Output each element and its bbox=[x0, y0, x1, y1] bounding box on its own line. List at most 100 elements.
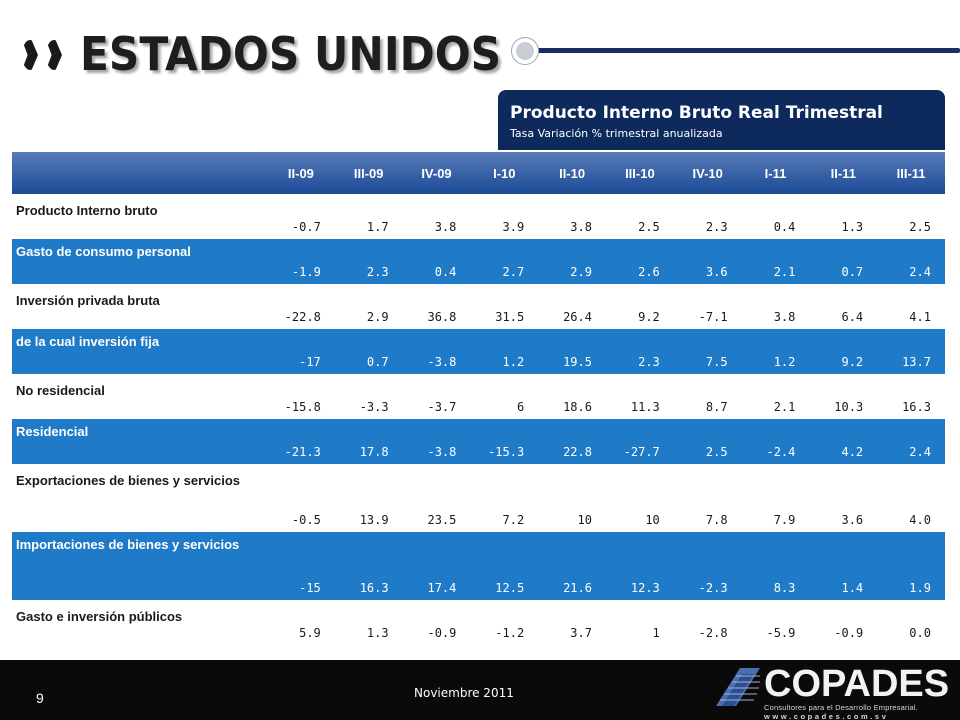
value-cell: 3.6 bbox=[705, 265, 728, 279]
value-cell: 11.3 bbox=[630, 400, 660, 414]
page-number: 9 bbox=[36, 690, 44, 706]
value-cell: -5.9 bbox=[766, 626, 796, 640]
logo-tagline: Consultores para el Desarrollo Empresari… bbox=[764, 703, 919, 712]
value-cell: 1.3 bbox=[366, 626, 389, 640]
footer-date: Noviembre 2011 bbox=[414, 686, 514, 700]
value-cell: 2.5 bbox=[638, 220, 660, 234]
value-cell: -22.8 bbox=[284, 310, 321, 324]
double-chevron-icon bbox=[22, 40, 62, 72]
value-cell: 0.4 bbox=[434, 265, 457, 279]
value-cell: -1.9 bbox=[291, 265, 321, 279]
value-cell: -3.7 bbox=[427, 400, 457, 414]
value-cell: 18.6 bbox=[563, 400, 592, 414]
gdp-table: II-09 III-09 IV-09 I-10 II-10 III-10 IV-… bbox=[12, 152, 945, 645]
table-row: No residencial -15.8 -3.3 -3.7 6 18.6 11.3 8.7 2… bbox=[12, 374, 945, 419]
value-cell: -17 bbox=[299, 355, 321, 369]
value-cell: 12.3 bbox=[630, 581, 660, 595]
slide-header: ESTADOS UNIDOS bbox=[0, 0, 960, 90]
table-row: Inversión privada bruta -22.8 2.9 36.8 31.5 2… bbox=[12, 284, 945, 329]
value-cell: 5.9 bbox=[299, 626, 321, 640]
value-cell: 2.9 bbox=[366, 310, 389, 324]
row-values: 5.9 1.3 -0.9 -1.2 3.7 1 -2.8 -5.9 -0.9 0.0 bbox=[267, 625, 945, 641]
row-label: Gasto e inversión públicos bbox=[16, 609, 183, 624]
row-values: -15.8 -3.3 -3.7 6 18.6 11.3 8.7 2.1 10.3 16.3 bbox=[267, 399, 945, 415]
value-cell: 0.0 bbox=[909, 626, 931, 640]
column-header: II-11 bbox=[830, 165, 856, 181]
value-cell: 8.3 bbox=[773, 581, 796, 595]
value-cell: -0.9 bbox=[834, 626, 864, 640]
value-cell: 0.4 bbox=[773, 220, 796, 234]
value-cell: 6 bbox=[516, 400, 525, 414]
row-label: Residencial bbox=[16, 424, 89, 439]
value-cell: 3.8 bbox=[773, 310, 796, 324]
value-cell: 2.3 bbox=[705, 220, 728, 234]
value-cell: 1.3 bbox=[841, 220, 864, 234]
value-cell: -0.9 bbox=[427, 626, 457, 640]
value-cell: 4.1 bbox=[909, 310, 931, 324]
column-header: IV-10 bbox=[692, 165, 723, 181]
table-header: II-09 III-09 IV-09 I-10 II-10 III-10 IV-… bbox=[12, 152, 945, 194]
value-cell: -7.1 bbox=[698, 310, 728, 324]
row-label: No residencial bbox=[16, 383, 105, 398]
value-cell: 2.7 bbox=[502, 265, 525, 279]
value-cell: -15.3 bbox=[488, 445, 525, 459]
row-label: Gasto de consumo personal bbox=[16, 244, 191, 259]
value-cell: -3.3 bbox=[359, 400, 389, 414]
value-cell: 3.8 bbox=[570, 220, 592, 234]
value-cell: 36.8 bbox=[427, 310, 457, 324]
value-cell: 10 bbox=[645, 513, 660, 527]
value-cell: 7.5 bbox=[705, 355, 728, 369]
table-row: Gasto e inversión públicos 5.9 1.3 -0.9 -1.2… bbox=[12, 600, 945, 645]
table-row: Importaciones de bienes y servicios -15 16… bbox=[12, 532, 945, 600]
value-cell: 3.7 bbox=[570, 626, 592, 640]
copades-logo-icon bbox=[716, 668, 760, 706]
value-cell: -0.5 bbox=[291, 513, 321, 527]
slide-title: ESTADOS UNIDOS bbox=[80, 27, 502, 81]
table-row: Residencial -21.3 17.8 -3.8 -15.3 22.8 -27.7 2.… bbox=[12, 419, 945, 464]
value-cell: -15.8 bbox=[284, 400, 321, 414]
value-cell: 17.4 bbox=[427, 581, 457, 595]
value-cell: 0.7 bbox=[366, 355, 389, 369]
panel-subtitle: Tasa Variación % trimestral anualizada bbox=[510, 127, 723, 140]
value-cell: 2.4 bbox=[909, 445, 931, 459]
value-cell: 9.2 bbox=[638, 310, 660, 324]
row-label: Importaciones de bienes y servicios bbox=[16, 537, 240, 552]
value-cell: -3.8 bbox=[427, 445, 457, 459]
table-body: Producto Interno bruto -0.7 1.7 3.8 3.9 3.8 2.… bbox=[12, 194, 945, 645]
column-header: II-09 bbox=[287, 165, 314, 181]
value-cell: 16.3 bbox=[902, 400, 931, 414]
value-cell: 10 bbox=[577, 513, 592, 527]
row-values: -1.9 2.3 0.4 2.7 2.9 2.6 3.6 2.1 0.7 2.4 bbox=[267, 264, 945, 280]
value-cell: -27.7 bbox=[623, 445, 660, 459]
footer-bar: 9 Noviembre 2011 bbox=[0, 660, 960, 720]
value-cell: 1.4 bbox=[841, 581, 864, 595]
column-header: III-10 bbox=[625, 165, 655, 181]
copades-logo: COPADES Consultores para el Desarrollo E… bbox=[706, 662, 960, 720]
value-cell: 2.1 bbox=[773, 265, 796, 279]
value-cell: 9.2 bbox=[841, 355, 864, 369]
value-cell: 12.5 bbox=[495, 581, 525, 595]
value-cell: 6.4 bbox=[841, 310, 864, 324]
table-row: de la cual inversión fija -17 0.7 -3.8 1.2 19… bbox=[12, 329, 945, 374]
row-values: -17 0.7 -3.8 1.2 19.5 2.3 7.5 1.2 9.2 13.7 bbox=[267, 354, 945, 370]
value-cell: 7.8 bbox=[705, 513, 728, 527]
value-cell: 0.7 bbox=[841, 265, 864, 279]
value-cell: 16.3 bbox=[359, 581, 389, 595]
value-cell: 8.7 bbox=[705, 400, 728, 414]
column-header: I-10 bbox=[493, 165, 516, 181]
panel-title: Producto Interno Bruto Real Trimestral bbox=[510, 103, 883, 123]
value-cell: 13.9 bbox=[359, 513, 389, 527]
header-rule bbox=[530, 48, 960, 53]
value-cell: 1.9 bbox=[909, 581, 931, 595]
row-label: de la cual inversión fija bbox=[16, 334, 160, 349]
value-cell: 3.8 bbox=[434, 220, 457, 234]
row-values: -22.8 2.9 36.8 31.5 26.4 9.2 -7.1 3.8 6.4 4.1 bbox=[267, 309, 945, 325]
row-values: -21.3 17.8 -3.8 -15.3 22.8 -27.7 2.5 -2.4 4.2 2.4 bbox=[267, 444, 945, 460]
value-cell: 2.4 bbox=[909, 265, 931, 279]
value-cell: 1 bbox=[652, 626, 660, 640]
column-header: III-09 bbox=[353, 165, 384, 181]
column-header: I-11 bbox=[764, 165, 787, 181]
value-cell: 1.2 bbox=[773, 355, 796, 369]
row-label: Producto Interno bruto bbox=[16, 203, 158, 218]
value-cell: -21.3 bbox=[284, 445, 321, 459]
